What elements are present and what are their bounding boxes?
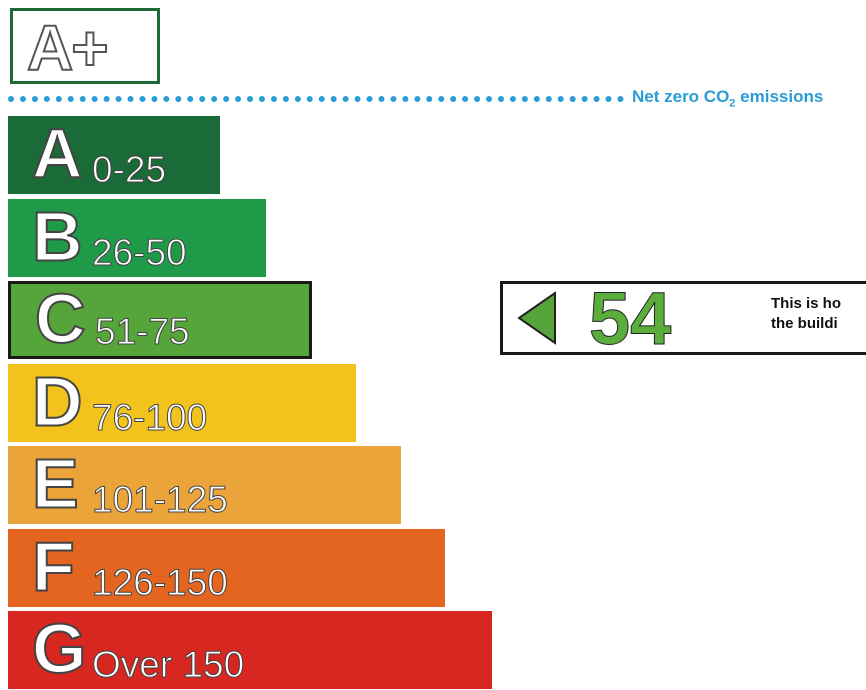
net-zero-label-prefix: Net zero CO — [632, 87, 730, 106]
band-range: 0-25 — [91, 149, 167, 190]
band-range: 76-100 — [91, 397, 208, 438]
net-zero-label-suffix: emissions — [735, 87, 824, 106]
rating-description-line-1: This is ho — [771, 295, 842, 312]
band-letter: F — [31, 527, 76, 606]
band-range: Over 150 — [91, 644, 245, 685]
band-b: B 26-50 — [8, 199, 266, 277]
band-e: E 101-125 — [8, 446, 401, 524]
band-range: 26-50 — [92, 232, 188, 273]
a-plus-label: A+ — [26, 12, 110, 84]
net-zero-label-subscript: 2 — [729, 97, 736, 110]
band-d: D 76-100 — [8, 364, 356, 442]
band-letter: E — [31, 444, 80, 523]
band-letter: A — [31, 114, 84, 193]
band-range: 101-125 — [92, 479, 229, 520]
current-rating-box: 54 This is ho the buildi — [500, 277, 866, 360]
band-g: G Over 150 — [8, 611, 492, 689]
band-letter: D — [31, 362, 84, 441]
band-letter: C — [34, 279, 87, 358]
band-range: 51-75 — [95, 311, 191, 352]
band-letter: G — [31, 609, 87, 688]
current-rating-value: 54 — [588, 277, 672, 360]
rating-description-line-2: the buildi — [771, 315, 838, 332]
band-range: 126-150 — [92, 562, 229, 603]
net-zero-dotted-line — [8, 96, 624, 102]
band-letter: B — [31, 197, 84, 276]
rating-description: This is ho the buildi — [771, 294, 841, 334]
rating-pointer-icon — [517, 291, 556, 345]
band-a: A 0-25 — [8, 116, 220, 194]
net-zero-label: Net zero CO2 emissions — [632, 86, 823, 114]
band-c: C 51-75 — [8, 281, 312, 359]
band-f: F 126-150 — [8, 529, 445, 607]
a-plus-rating-box: A+ — [10, 8, 160, 84]
